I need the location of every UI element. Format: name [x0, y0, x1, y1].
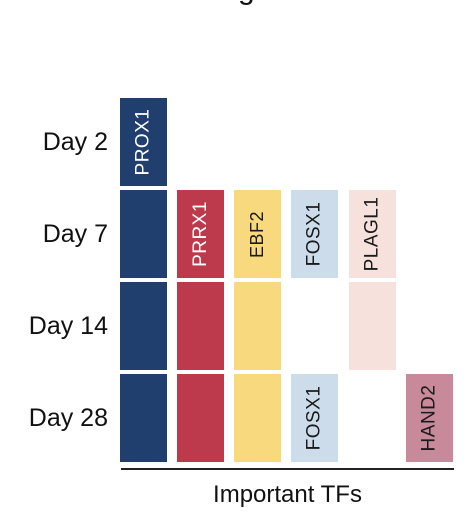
cell-ebf2-day-28	[234, 374, 281, 462]
cell-fosx1-day-28: FOSX1	[291, 374, 338, 462]
cell-plagl1-day-7: PLAGL1	[349, 190, 396, 278]
cell-ebf2-day-14	[234, 282, 281, 370]
panel-title-fragment: g	[238, 0, 298, 14]
cell-label-hand2: HAND2	[418, 384, 440, 452]
cell-plagl1-day-14	[349, 282, 396, 370]
cell-prrx1-day-14	[177, 282, 224, 370]
cell-prrx1-day-7: PRRX1	[177, 190, 224, 278]
cell-label-plagl1: PLAGL1	[361, 196, 383, 272]
cell-label-prox1: PROX1	[132, 108, 154, 176]
x-axis-label: Important TFs	[213, 481, 362, 508]
cell-ebf2-day-7: EBF2	[234, 190, 281, 278]
cell-label-prrx1: PRRX1	[189, 201, 211, 267]
cell-label-fosx1: FOSX1	[303, 201, 325, 267]
row-label-day-14: Day 14	[28, 312, 108, 340]
cell-prox1-day-14	[120, 282, 167, 370]
cell-fosx1-day-7: FOSX1	[291, 190, 338, 278]
cell-prox1-day-2: PROX1	[120, 98, 167, 186]
x-axis-line	[121, 468, 454, 470]
cell-label-ebf2: EBF2	[247, 210, 267, 258]
cell-label-fosx1: FOSX1	[303, 385, 325, 451]
row-label-day-2: Day 2	[42, 128, 108, 156]
row-label-day-28: Day 28	[28, 404, 108, 432]
cell-prrx1-day-28	[177, 374, 224, 462]
row-label-day-7: Day 7	[42, 220, 108, 248]
cell-hand2-day-28: HAND2	[406, 374, 453, 462]
cell-prox1-day-28	[120, 374, 167, 462]
cell-prox1-day-7	[120, 190, 167, 278]
